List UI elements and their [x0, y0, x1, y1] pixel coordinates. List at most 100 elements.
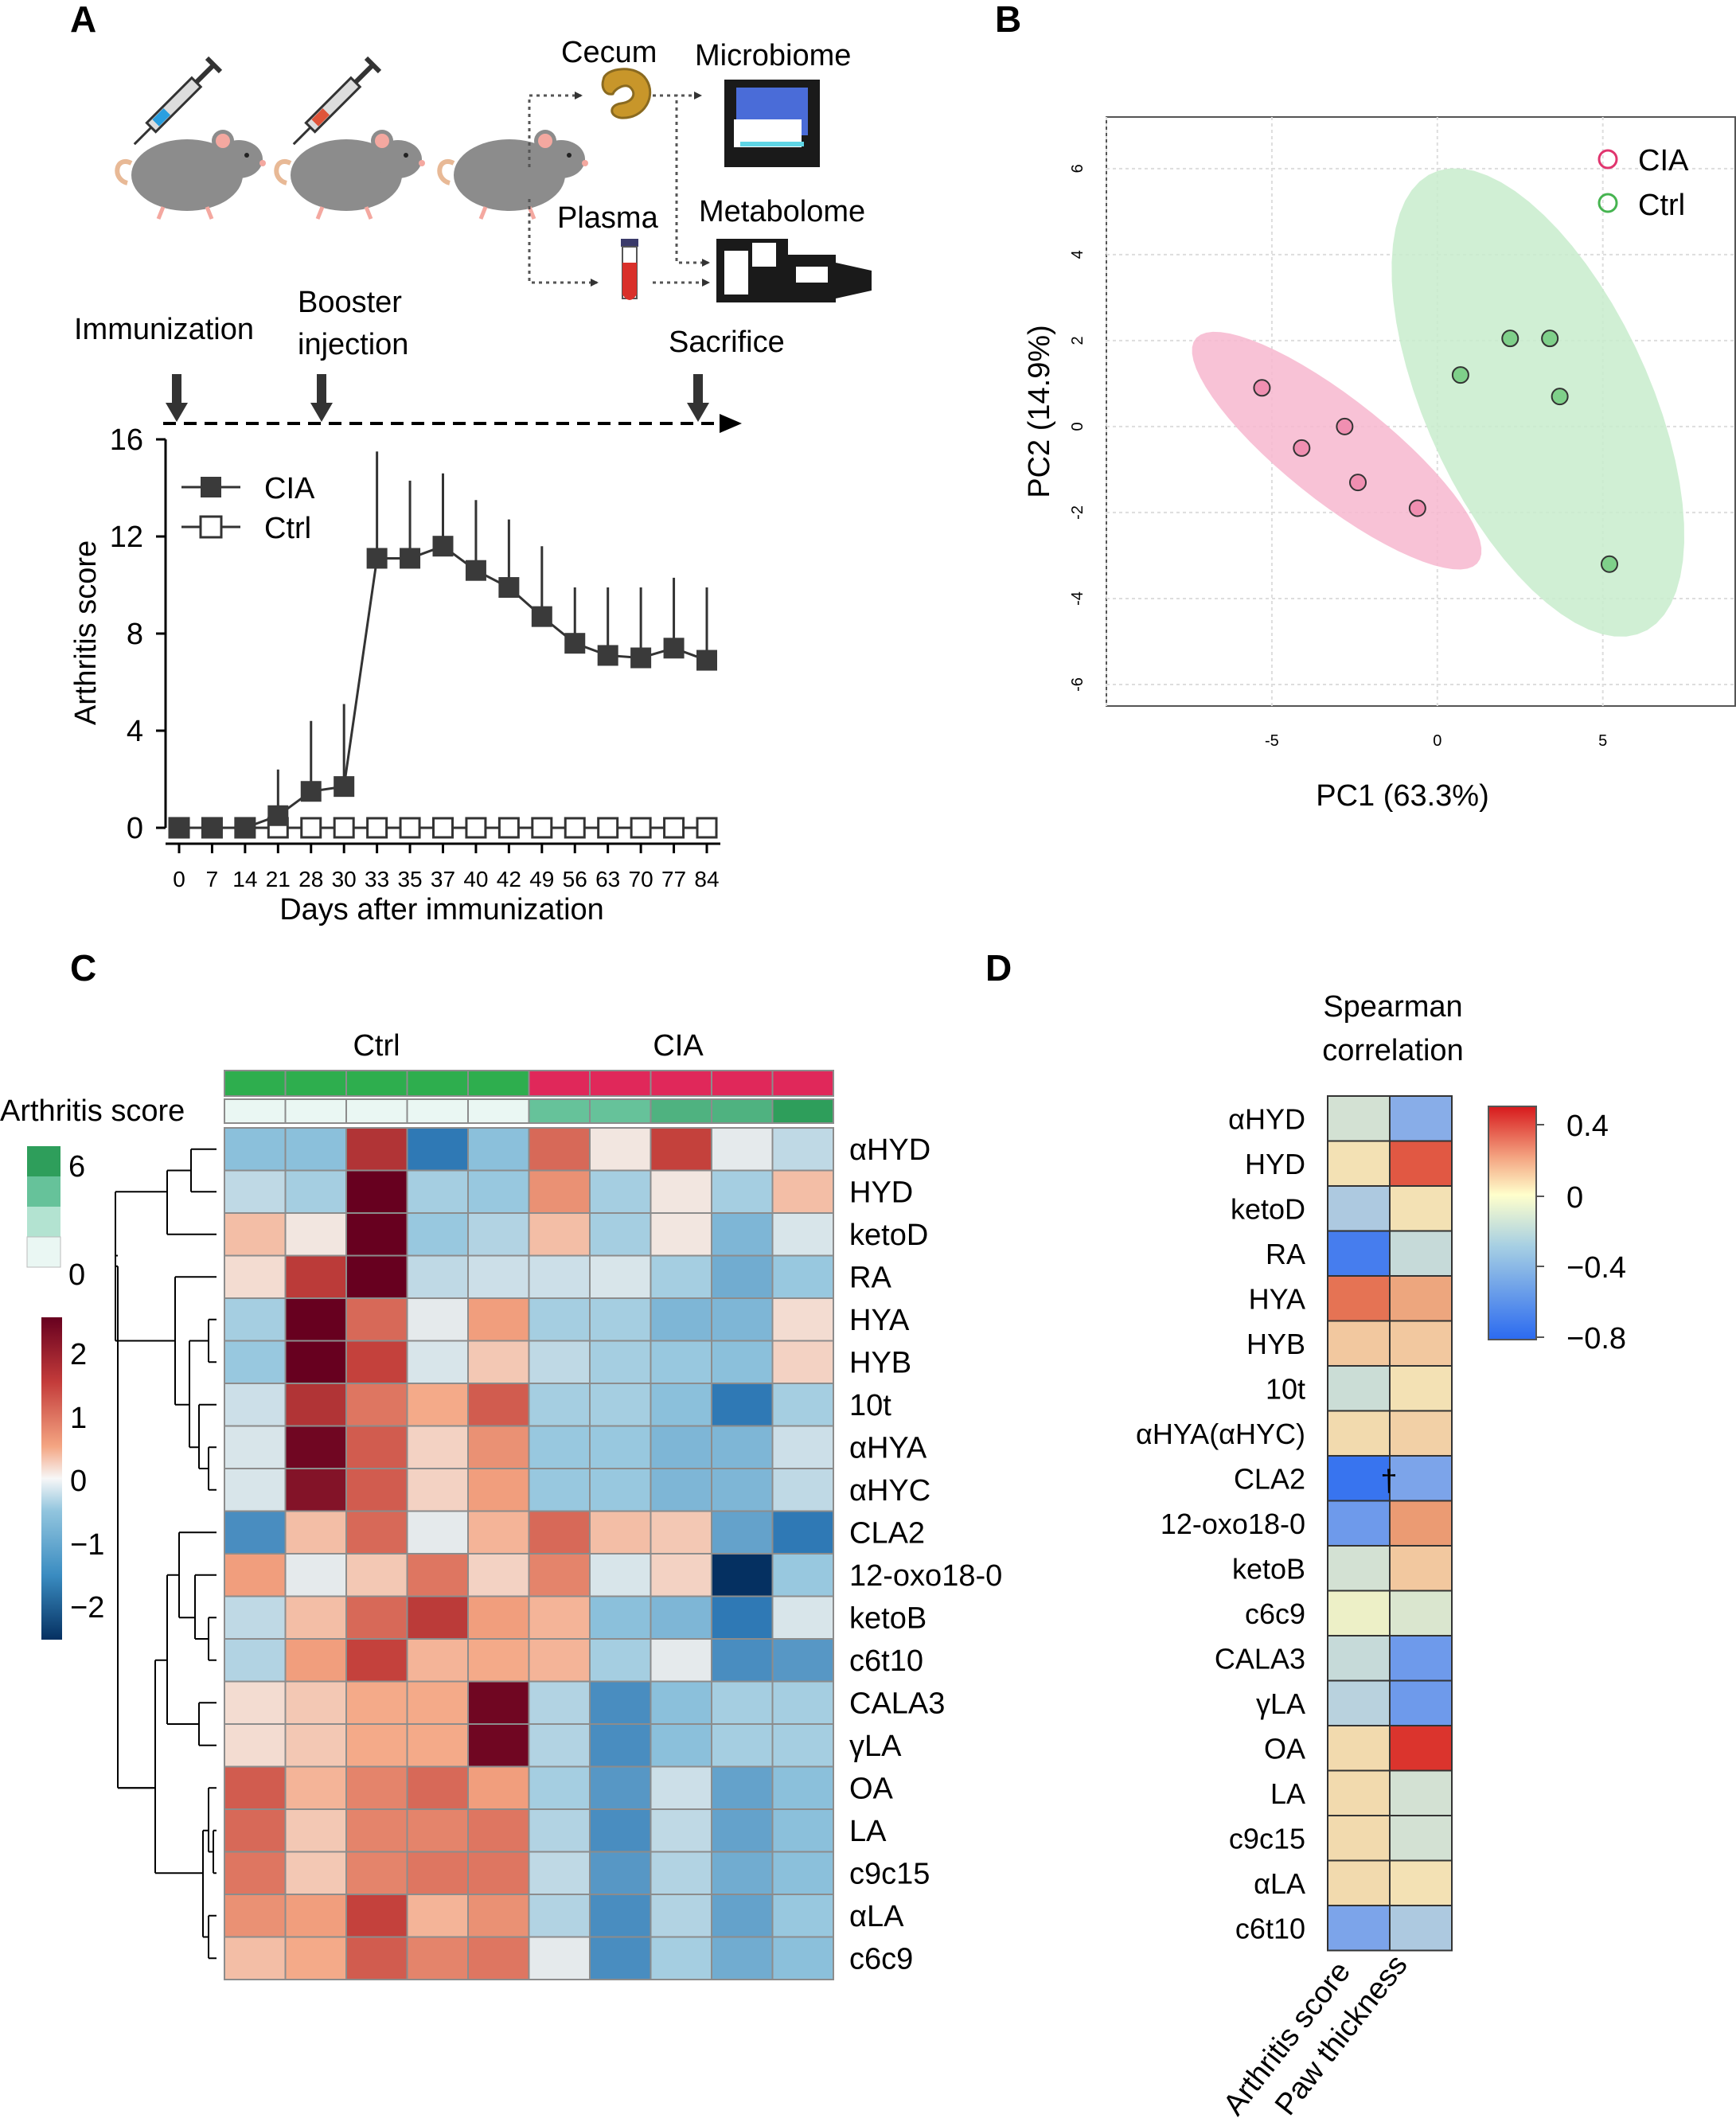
heatmap-cell — [771, 1169, 834, 1214]
data-point-cia — [300, 781, 322, 802]
correlation-cell — [1389, 1679, 1453, 1726]
panel-label-c: C — [70, 947, 96, 989]
score-annotation-cell — [589, 1098, 652, 1124]
row-label: CLA2 — [1234, 1462, 1305, 1495]
heatmap-cell — [771, 1254, 834, 1299]
row-label: c6c9 — [849, 1942, 913, 1976]
heatmap-cell — [711, 1127, 774, 1172]
correlation-tick: 0.4 — [1566, 1110, 1609, 1143]
sacrifice-marker — [687, 374, 709, 422]
data-point-ctrl — [663, 817, 685, 839]
data-point-ctrl — [366, 817, 388, 839]
data-point-ctrl — [597, 817, 619, 839]
heatmap-cell — [224, 1808, 287, 1853]
x-tick-label: 37 — [431, 867, 455, 891]
heatmap-cell — [467, 1383, 530, 1427]
row-label: αHYA — [849, 1431, 927, 1465]
heatmap-cell — [345, 1297, 408, 1342]
panel-label-a: A — [70, 0, 96, 40]
heatmap-cell — [771, 1553, 834, 1597]
series-line-cia — [179, 544, 708, 829]
y-ticks: 0 4 8 12 16 — [110, 423, 166, 845]
data-point-cia — [630, 647, 652, 669]
heatmap-cell — [650, 1595, 712, 1640]
metabolite-heatmap: Ctrl CIA Arthritis score αHYD HYD ketoD RA H… — [0, 1029, 1002, 1980]
heatmap-cell — [528, 1595, 591, 1640]
correlation-cell — [1327, 1725, 1391, 1772]
heatmap-cell — [589, 1468, 652, 1512]
heatmap-cell — [771, 1127, 834, 1172]
heatmap-cell — [224, 1510, 287, 1555]
x-tick-label: 28 — [298, 867, 323, 891]
data-point-cia — [400, 548, 421, 569]
color-scale-tick: −2 — [70, 1591, 104, 1625]
mouse-icon — [274, 130, 425, 220]
heatmap-cell — [467, 1254, 530, 1299]
x-tick-label: 30 — [332, 867, 357, 891]
heatmap-cell — [345, 1851, 408, 1895]
heatmap-cell — [650, 1297, 712, 1342]
heatmap-cell — [771, 1723, 834, 1768]
heatmap-cell — [284, 1127, 347, 1172]
spearman-heatmap: Spearman correlation αHYD HYD ketoD RA HYA HY… — [1136, 990, 1626, 2122]
heatmap-cell — [528, 1340, 591, 1384]
heatmap-cell — [406, 1340, 469, 1384]
heatmap-cell — [406, 1638, 469, 1683]
legend-label-cia: CIA — [1638, 144, 1689, 177]
data-point-ctrl — [1551, 388, 1569, 406]
data-point-ctrl — [333, 817, 355, 839]
heatmap-cell — [406, 1212, 469, 1257]
heatmap-cell — [467, 1553, 530, 1597]
y-tick-label: 0 — [127, 812, 143, 845]
arthritis-score-chart: Arthritis score Days after immunization … — [69, 423, 720, 926]
heatmap-cell — [771, 1680, 834, 1725]
row-label: c6t10 — [1235, 1912, 1305, 1945]
data-point-cia — [334, 776, 355, 798]
heatmap-cell — [284, 1254, 347, 1299]
panel-label-d: D — [985, 947, 1012, 989]
heatmap-cell — [224, 1638, 287, 1683]
heatmap-cell — [345, 1638, 408, 1683]
legend-swatch-ctrl — [199, 515, 223, 539]
row-label: c9c15 — [1229, 1822, 1305, 1855]
heatmap-cell — [650, 1425, 712, 1469]
legend-label-ctrl: Ctrl — [1638, 189, 1685, 222]
row-label: αLA — [849, 1900, 904, 1933]
heatmap-cell — [224, 1851, 287, 1895]
group-annotation-cell — [467, 1070, 530, 1097]
heatmap-cells — [1327, 1095, 1453, 1952]
heatmap-cell — [467, 1297, 530, 1342]
title-line2: correlation — [1322, 1034, 1463, 1067]
heatmap-cell — [345, 1936, 408, 1980]
row-labels: αHYD HYD ketoD RA HYA HYB 10t αHYA(αHYC) CLA2 12-… — [1136, 1102, 1305, 1945]
correlation-cell — [1327, 1500, 1391, 1547]
correlation-legend: 0.4 0 −0.4 −0.8 — [1488, 1106, 1626, 1356]
heatmap-cell — [589, 1680, 652, 1725]
heatmap-cell — [528, 1169, 591, 1214]
heatmap-cell — [345, 1425, 408, 1469]
row-label: αHYA(αHYC) — [1136, 1418, 1305, 1450]
data-point-cia — [498, 577, 520, 599]
row-label: HYA — [1249, 1282, 1305, 1315]
heatmap-cell — [467, 1638, 530, 1683]
x-tick-label: -5 — [1265, 732, 1279, 750]
correlation-cell — [1327, 1905, 1391, 1952]
y-tick-label: 16 — [110, 423, 143, 457]
heatmap-cell — [406, 1383, 469, 1427]
heatmap-cell — [589, 1936, 652, 1980]
correlation-cell — [1389, 1590, 1453, 1636]
data-point-cia — [1408, 499, 1426, 517]
heatmap-cell — [528, 1254, 591, 1299]
heatmap-cell — [406, 1297, 469, 1342]
legend: CIA Ctrl — [181, 472, 315, 545]
heatmap-cell — [345, 1765, 408, 1810]
score-annotation-cell — [528, 1098, 591, 1124]
data-point-cia — [267, 805, 289, 826]
score-legend: 6 0 — [26, 1146, 85, 1292]
heatmap-cell — [528, 1851, 591, 1895]
data-point-cia — [564, 633, 586, 654]
heatmap-cell — [467, 1510, 530, 1555]
heatmap-cell — [284, 1808, 347, 1853]
correlation-cell — [1389, 1815, 1453, 1862]
heatmap-cell — [406, 1936, 469, 1980]
